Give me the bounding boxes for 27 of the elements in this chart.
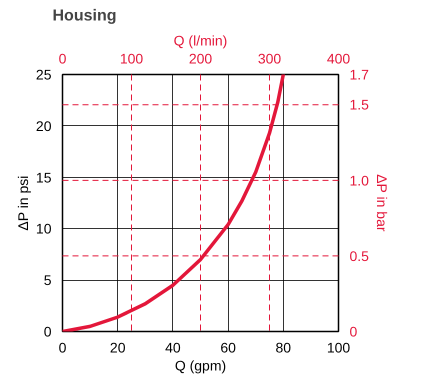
- x-axis-title: Q (gpm): [174, 358, 226, 374]
- x-tick-label: 0: [58, 340, 67, 356]
- x-tick-label: 100: [326, 340, 350, 356]
- y-tick-label: 5: [44, 272, 52, 288]
- x2-tick-label: 400: [326, 50, 350, 66]
- x-tick-label: 60: [220, 340, 236, 356]
- y2-tick-label: 1.7: [350, 66, 370, 82]
- x2-tick-label: 300: [258, 50, 282, 66]
- y2-tick-label: 1.5: [350, 96, 370, 113]
- x2-axis-title: Q (l/min): [174, 32, 228, 48]
- y-tick-label: 20: [36, 118, 52, 134]
- x2-tick-label: 0: [58, 50, 67, 66]
- y-tick-label: 15: [36, 169, 52, 186]
- chart-title: Housing: [52, 8, 116, 24]
- x-tick-label: 80: [276, 340, 292, 356]
- x-tick-label: 40: [165, 340, 181, 356]
- y-tick-label: 10: [36, 220, 52, 237]
- y2-axis-title: ΔP in bar: [374, 174, 390, 232]
- y2-tick-label: 1.0: [350, 172, 370, 188]
- y-tick-label: 0: [44, 324, 52, 340]
- x2-tick-label: 200: [188, 50, 212, 66]
- y-tick-label: 25: [36, 66, 52, 82]
- y-axis-title: ΔP in psi: [14, 176, 31, 231]
- y2-tick-label: 0: [350, 324, 358, 340]
- y2-tick-label: 0.5: [350, 248, 370, 264]
- x2-tick-label: 100: [120, 50, 144, 66]
- x-tick-label: 20: [110, 340, 126, 356]
